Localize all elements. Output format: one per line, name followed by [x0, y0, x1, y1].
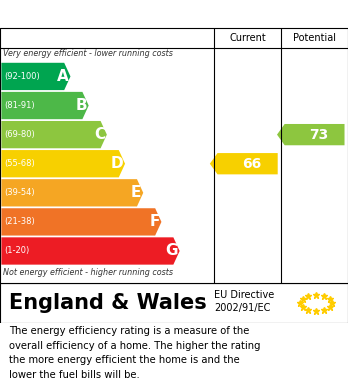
- Text: D: D: [111, 156, 123, 171]
- Polygon shape: [1, 121, 107, 148]
- Text: Energy Efficiency Rating: Energy Efficiency Rating: [9, 7, 230, 22]
- Polygon shape: [1, 63, 70, 90]
- Polygon shape: [1, 150, 125, 178]
- Text: Potential: Potential: [293, 33, 336, 43]
- Polygon shape: [1, 179, 143, 206]
- Text: Current: Current: [229, 33, 266, 43]
- Text: G: G: [165, 244, 178, 258]
- Polygon shape: [1, 92, 89, 119]
- Text: The energy efficiency rating is a measure of the
overall efficiency of a home. T: The energy efficiency rating is a measur…: [9, 326, 260, 380]
- Polygon shape: [1, 237, 180, 265]
- Text: 73: 73: [309, 127, 329, 142]
- Polygon shape: [277, 124, 345, 145]
- Text: (39-54): (39-54): [4, 188, 35, 197]
- Text: Not energy efficient - higher running costs: Not energy efficient - higher running co…: [3, 268, 173, 277]
- Text: (92-100): (92-100): [4, 72, 40, 81]
- Text: (69-80): (69-80): [4, 130, 35, 139]
- Text: 66: 66: [242, 157, 261, 171]
- Text: C: C: [94, 127, 105, 142]
- Text: EU Directive
2002/91/EC: EU Directive 2002/91/EC: [214, 290, 274, 313]
- Text: England & Wales: England & Wales: [9, 293, 206, 313]
- Text: (21-38): (21-38): [4, 217, 35, 226]
- Text: B: B: [75, 98, 87, 113]
- Polygon shape: [1, 208, 161, 235]
- Text: (55-68): (55-68): [4, 159, 35, 168]
- Text: F: F: [149, 214, 160, 230]
- Text: E: E: [131, 185, 142, 200]
- Text: (81-91): (81-91): [4, 101, 35, 110]
- Text: A: A: [57, 69, 69, 84]
- Text: Very energy efficient - lower running costs: Very energy efficient - lower running co…: [3, 49, 173, 58]
- Polygon shape: [210, 153, 278, 174]
- Text: (1-20): (1-20): [4, 246, 30, 255]
